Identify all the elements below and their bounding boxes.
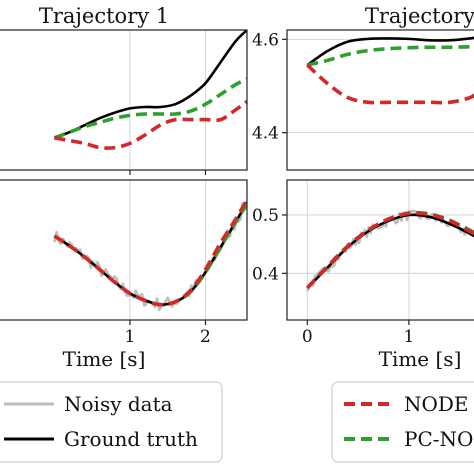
series-pc-line	[306, 44, 474, 67]
x-tick-label: 0	[302, 327, 313, 347]
series-node-line	[306, 63, 474, 105]
panel-4: 0 1 0.4 0.5 Time [s]	[252, 179, 474, 371]
plot-area	[306, 36, 474, 105]
legend-1: Noisy data Ground truth	[0, 381, 223, 463]
series-gt-line	[306, 36, 474, 67]
panel-1: Trajectory 1	[0, 4, 248, 175]
x-tick-label: 1	[125, 327, 136, 347]
x-tick-label: 1	[403, 327, 414, 347]
legend-2: NODE PC-NODE	[331, 381, 474, 463]
axes-frame	[286, 29, 474, 171]
series-node-line	[53, 198, 247, 307]
panel-title: Trajectory	[365, 4, 474, 28]
axes-frame	[286, 179, 474, 321]
plot-area	[53, 30, 247, 150]
y-tick-label: 0.5	[252, 206, 279, 226]
panel-title: Trajectory 1	[39, 4, 169, 28]
plot-area	[53, 198, 247, 312]
axes-frame	[0, 29, 248, 171]
x-axis-label: Time [s]	[379, 347, 462, 371]
panel-3: 1 2 Time [s]	[0, 179, 248, 371]
series-node-line	[306, 211, 474, 290]
legend-label-gt: Ground truth	[64, 427, 198, 451]
x-axis-label: Time [s]	[63, 347, 146, 371]
legend-label-node: NODE	[404, 392, 469, 416]
panel-2: 4.4 4.6 Trajectory	[252, 4, 474, 171]
legend-label-noisy: Noisy data	[64, 392, 173, 416]
y-tick-label: 4.4	[252, 124, 279, 144]
series-node-line	[54, 99, 247, 150]
y-tick-label: 0.4	[252, 264, 279, 284]
y-tick-label: 4.6	[252, 30, 279, 50]
plot-area	[306, 209, 474, 292]
legend-box	[0, 381, 223, 463]
series-gt-line	[53, 30, 247, 140]
legend-label-pc: PC-NODE	[404, 427, 474, 451]
x-tick-label: 2	[200, 327, 211, 347]
axes-frame	[0, 179, 248, 321]
series-pc-line	[53, 77, 247, 140]
